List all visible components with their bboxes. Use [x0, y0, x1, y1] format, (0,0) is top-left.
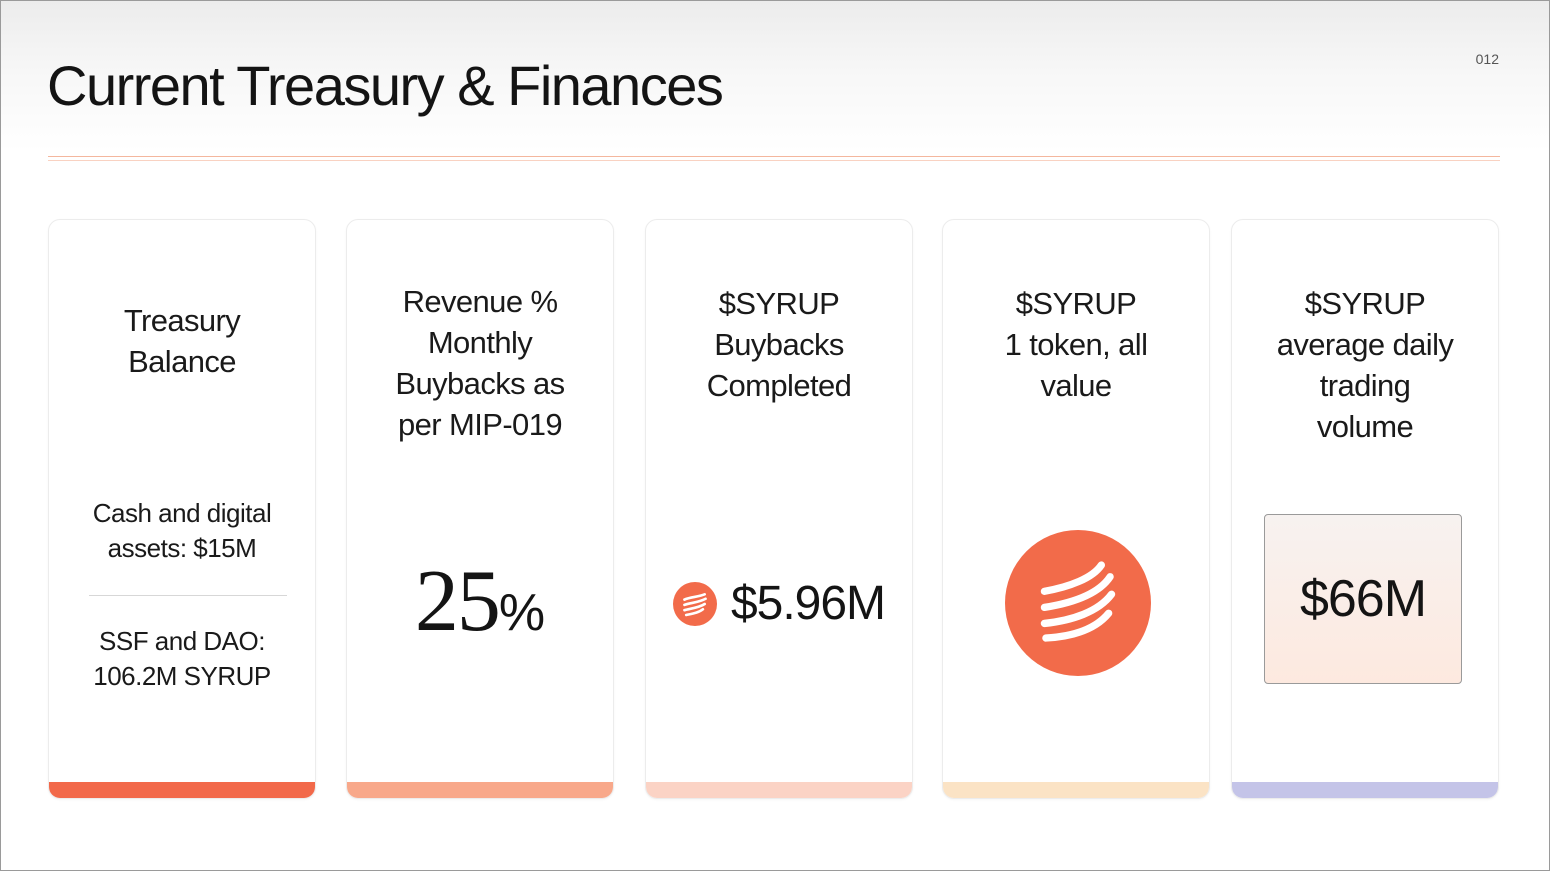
buyback-percentage: 25% [347, 558, 613, 646]
cash-digital-assets-text: Cash and digital assets: $15M [59, 496, 305, 566]
card-title: $SYRUP 1 token, all value [953, 283, 1199, 406]
card-title-line: Buybacks as [395, 366, 565, 401]
revenue-buyback-card: Revenue % Monthly Buybacks as per MIP-01… [346, 219, 614, 799]
card-title-line: $SYRUP [718, 286, 840, 321]
syrup-logo-icon [1005, 530, 1151, 676]
card-accent-bar [49, 782, 315, 798]
buybacks-completed-card: $SYRUP Buybacks Completed $5.96M [645, 219, 913, 799]
card-title-line: value [1040, 368, 1112, 403]
title-divider [48, 156, 1500, 161]
card-title: $SYRUP average daily trading volume [1242, 283, 1488, 447]
ssf-dao-line: 106.2M SYRUP [93, 661, 271, 691]
card-title-line: Completed [706, 368, 852, 403]
syrup-logo-icon [672, 581, 717, 626]
card-accent-bar [1232, 782, 1498, 798]
card-title-line: $SYRUP [1015, 286, 1137, 321]
one-token-card: $SYRUP 1 token, all value [942, 219, 1210, 799]
buybacks-completed-value: $5.96M [730, 577, 886, 630]
page-title: Current Treasury & Finances [47, 54, 724, 117]
card-title-line: Balance [128, 344, 236, 379]
card-accent-bar [646, 782, 912, 798]
page-number: 012 [1475, 51, 1499, 67]
card-title-line: per MIP-019 [398, 407, 563, 442]
ssf-dao-text: SSF and DAO: 106.2M SYRUP [59, 624, 305, 694]
card-title-line: $SYRUP [1304, 286, 1426, 321]
trading-volume-card: $SYRUP average daily trading volume $66M [1231, 219, 1499, 799]
card-title-line: 1 token, all [1004, 327, 1148, 362]
card-divider [89, 595, 287, 596]
card-title-line: Buybacks [714, 327, 844, 362]
buybacks-value-row: $5.96M [646, 576, 912, 631]
trading-volume-value: $66M [1299, 570, 1427, 628]
card-title-line: average daily [1276, 327, 1454, 362]
card-title: Revenue % Monthly Buybacks as per MIP-01… [357, 281, 603, 445]
buyback-percentage-value: 25 [414, 553, 501, 650]
card-title-line: trading [1319, 368, 1411, 403]
percent-sign: % [498, 584, 546, 642]
card-accent-bar [943, 782, 1209, 798]
card-title-line: Monthly [427, 325, 533, 360]
card-title-line: volume [1316, 409, 1414, 444]
card-title-line: Revenue % [402, 284, 558, 319]
trading-volume-box: $66M [1264, 514, 1462, 684]
card-title: $SYRUP Buybacks Completed [656, 283, 902, 406]
ssf-dao-line: SSF and DAO: [99, 626, 265, 656]
treasury-balance-card: Treasury Balance Cash and digital assets… [48, 219, 316, 799]
card-title-line: Treasury [123, 303, 241, 338]
card-accent-bar [347, 782, 613, 798]
card-title: Treasury Balance [59, 300, 305, 382]
cash-digital-line: Cash and digital [92, 498, 272, 528]
cash-digital-line: assets: $15M [107, 533, 257, 563]
